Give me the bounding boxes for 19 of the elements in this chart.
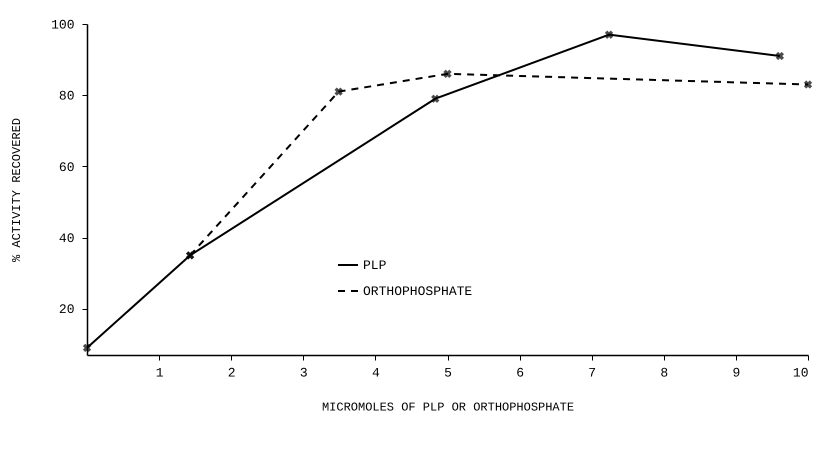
y-tick-label: 20 [58, 302, 74, 318]
x-tick-label: 6 [516, 366, 524, 380]
x-tick-label: 10 [792, 366, 808, 380]
x-axis-title: MICROMOLES OF PLP OR ORTHOPHOSPHATE [322, 400, 574, 414]
legend-label: ORTHOPHOSPHATE [363, 284, 472, 299]
x-tick-label: 9 [732, 366, 740, 380]
y-tick-label: 40 [58, 231, 74, 246]
x-tick-label: 4 [372, 366, 380, 380]
y-tick-label: 100 [51, 18, 74, 32]
x-tick-label: 7 [588, 366, 596, 380]
y-tick-label: 60 [58, 160, 74, 175]
x-tick-label: 3 [300, 366, 308, 380]
y-tick-label: 80 [58, 88, 74, 104]
x-tick-label: 5 [444, 366, 452, 380]
x-tick-label: 8 [660, 366, 668, 380]
x-tick-label: 2 [228, 366, 236, 380]
legend-label: PLP [363, 258, 387, 273]
x-tick-label: 1 [156, 366, 164, 380]
y-axis-title: % ACTIVITY RECOVERED [10, 118, 24, 262]
